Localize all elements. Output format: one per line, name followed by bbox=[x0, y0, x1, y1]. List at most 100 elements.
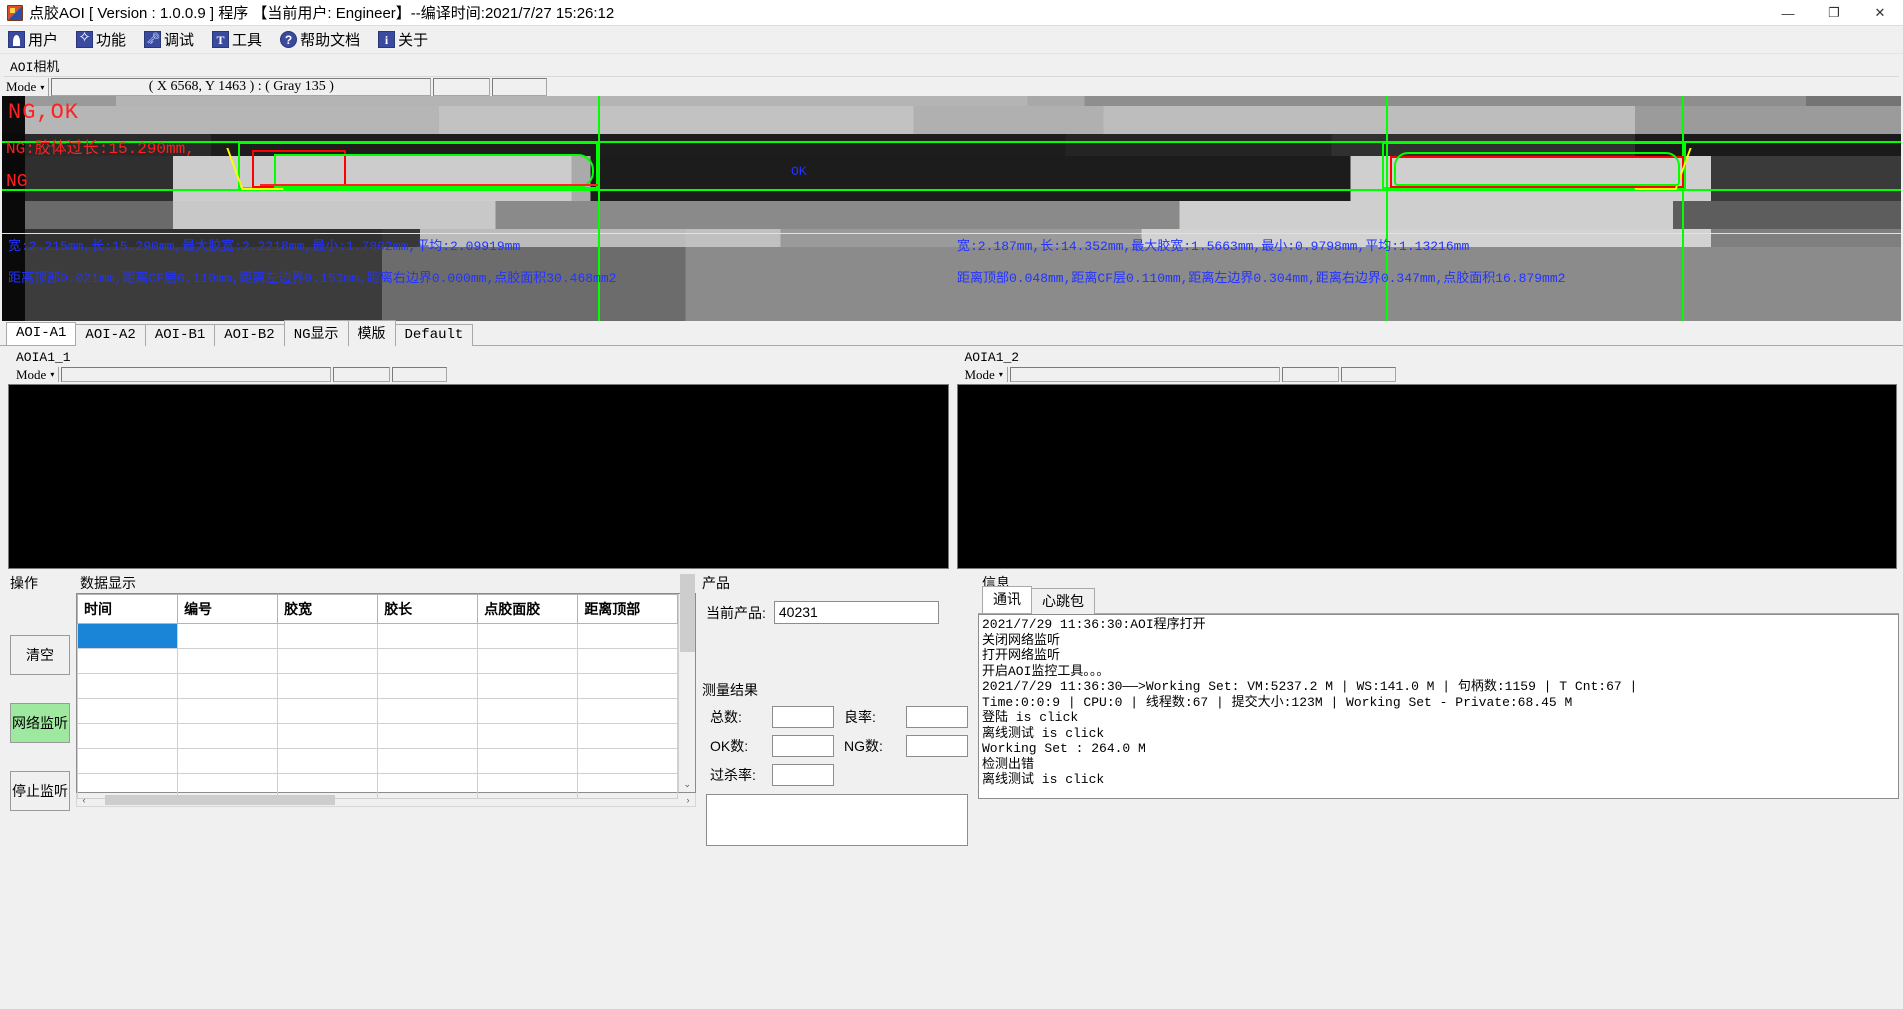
communication-log[interactable]: 2021/7/29 11:36:30:AOI程序打开 关闭网络监听 打开网络监听… bbox=[978, 614, 1899, 799]
camera-field-c[interactable] bbox=[492, 78, 548, 96]
table-cell[interactable] bbox=[377, 748, 479, 774]
product-notes-box[interactable] bbox=[706, 794, 968, 846]
column-header-distance-top[interactable]: 距离顶部 bbox=[577, 594, 679, 624]
table-cell[interactable] bbox=[577, 773, 679, 799]
table-cell[interactable] bbox=[377, 773, 479, 799]
table-cell[interactable] bbox=[76, 748, 179, 774]
scroll-right-arrow-icon[interactable]: › bbox=[686, 794, 690, 805]
tab-default[interactable]: Default bbox=[394, 324, 474, 346]
close-button[interactable]: ✕ bbox=[1874, 5, 1886, 20]
table-cell[interactable] bbox=[477, 623, 579, 649]
table-cell[interactable] bbox=[76, 673, 179, 699]
table-cell[interactable] bbox=[177, 698, 279, 724]
table-cell[interactable] bbox=[377, 673, 479, 699]
table-cell[interactable] bbox=[477, 748, 579, 774]
ng-count-value[interactable] bbox=[906, 735, 968, 757]
table-cell[interactable] bbox=[577, 698, 679, 724]
table-cell[interactable] bbox=[76, 723, 179, 749]
camera-field-b[interactable] bbox=[433, 78, 491, 96]
mode-dropdown[interactable]: Mode ▾ bbox=[6, 78, 46, 96]
menu-item-user[interactable]: 用户 bbox=[8, 29, 58, 50]
table-row[interactable] bbox=[76, 748, 679, 774]
table-cell[interactable] bbox=[477, 773, 579, 799]
table-cell[interactable] bbox=[277, 648, 379, 674]
table-row[interactable] bbox=[76, 673, 679, 699]
preview-field-1c[interactable] bbox=[392, 367, 448, 382]
table-cell[interactable] bbox=[277, 698, 379, 724]
menu-item-function[interactable]: 功能 bbox=[76, 29, 126, 50]
preview-canvas-2[interactable] bbox=[956, 384, 1897, 569]
preview-field-1b[interactable] bbox=[333, 367, 391, 382]
tab-communication[interactable]: 通讯 bbox=[982, 586, 1032, 613]
table-cell[interactable] bbox=[377, 648, 479, 674]
menu-item-tools[interactable]: 工具 bbox=[212, 29, 262, 50]
tab-heartbeat[interactable]: 心跳包 bbox=[1031, 588, 1095, 614]
preview-canvas-1[interactable] bbox=[8, 384, 949, 569]
preview-field-1a[interactable] bbox=[61, 367, 332, 382]
column-header-glue-length[interactable]: 胶长 bbox=[377, 594, 479, 624]
clear-button[interactable]: 清空 bbox=[10, 635, 70, 675]
table-cell[interactable] bbox=[577, 748, 679, 774]
tab-ng-display[interactable]: NG显示 bbox=[283, 320, 349, 346]
table-cell[interactable] bbox=[76, 698, 179, 724]
table-cell[interactable] bbox=[577, 673, 679, 699]
menu-item-help[interactable]: 帮助文档 bbox=[280, 29, 360, 50]
table-cell[interactable] bbox=[277, 748, 379, 774]
table-cell[interactable] bbox=[177, 748, 279, 774]
table-cell[interactable] bbox=[377, 623, 479, 649]
table-vertical-scrollbar[interactable]: ⌃ ⌄ bbox=[678, 574, 695, 792]
overkill-rate-value[interactable] bbox=[772, 764, 834, 786]
tab-aoi-a1[interactable]: AOI-A1 bbox=[6, 322, 77, 345]
table-cell[interactable] bbox=[577, 623, 679, 649]
preview-mode-dropdown-1[interactable]: Mode ▾ bbox=[16, 367, 56, 382]
start-network-listen-button[interactable]: 网络监听 bbox=[10, 703, 70, 743]
column-header-glue-width[interactable]: 胶宽 bbox=[277, 594, 379, 624]
table-cell[interactable] bbox=[177, 673, 279, 699]
table-cell[interactable] bbox=[177, 723, 279, 749]
current-product-input[interactable]: 40231 bbox=[773, 601, 939, 624]
column-header-id[interactable]: 编号 bbox=[177, 594, 279, 624]
scroll-down-arrow-icon[interactable]: ⌄ bbox=[683, 779, 691, 789]
table-row[interactable] bbox=[76, 698, 679, 724]
table-cell[interactable] bbox=[477, 648, 579, 674]
aoi-image-view[interactable]: NG,OK NG:胶体过长:15.290mm, NG OK 宽:2.215mm,… bbox=[2, 96, 1901, 321]
ok-count-value[interactable] bbox=[772, 735, 834, 757]
data-table[interactable]: 时间 编号 胶宽 胶长 点胶面胶 距离顶部 bbox=[76, 594, 679, 799]
scroll-thumb[interactable] bbox=[679, 574, 695, 652]
table-cell[interactable] bbox=[377, 723, 479, 749]
preview-field-2b[interactable] bbox=[1281, 367, 1339, 382]
table-cell[interactable] bbox=[277, 623, 379, 649]
table-cell[interactable] bbox=[477, 698, 579, 724]
minimize-button[interactable]: — bbox=[1781, 5, 1795, 21]
column-header-glue-area[interactable]: 点胶面胶 bbox=[477, 594, 579, 624]
stop-network-listen-button[interactable]: 停止监听 bbox=[10, 771, 70, 811]
table-cell[interactable] bbox=[76, 648, 179, 674]
table-cell[interactable] bbox=[477, 673, 579, 699]
preview-mode-dropdown-2[interactable]: Mode ▾ bbox=[965, 367, 1005, 382]
table-cell-selected[interactable] bbox=[76, 623, 179, 649]
tab-aoi-a2[interactable]: AOI-A2 bbox=[75, 324, 146, 346]
preview-field-2c[interactable] bbox=[1340, 367, 1396, 382]
table-cell[interactable] bbox=[277, 723, 379, 749]
table-cell[interactable] bbox=[177, 623, 279, 649]
column-header-time[interactable]: 时间 bbox=[76, 594, 179, 624]
total-count-value[interactable] bbox=[772, 706, 834, 728]
menu-item-about[interactable]: 关于 bbox=[378, 29, 428, 50]
tab-aoi-b1[interactable]: AOI-B1 bbox=[144, 324, 216, 346]
preview-field-2a[interactable] bbox=[1009, 367, 1280, 382]
table-cell[interactable] bbox=[277, 673, 379, 699]
table-cell[interactable] bbox=[177, 648, 279, 674]
tab-template[interactable]: 模版 bbox=[347, 320, 396, 346]
yield-rate-value[interactable] bbox=[906, 706, 968, 728]
scroll-left-arrow-icon[interactable]: ‹ bbox=[82, 794, 86, 805]
table-cell[interactable] bbox=[377, 698, 479, 724]
tab-aoi-b2[interactable]: AOI-B2 bbox=[214, 324, 285, 346]
table-row[interactable] bbox=[76, 723, 679, 749]
table-cell[interactable] bbox=[477, 723, 579, 749]
table-cell[interactable] bbox=[577, 723, 679, 749]
menu-item-debug[interactable]: 调试 bbox=[144, 29, 194, 50]
table-row[interactable] bbox=[76, 623, 679, 649]
scroll-thumb-horizontal[interactable] bbox=[105, 794, 335, 805]
table-cell[interactable] bbox=[577, 648, 679, 674]
table-row[interactable] bbox=[76, 648, 679, 674]
